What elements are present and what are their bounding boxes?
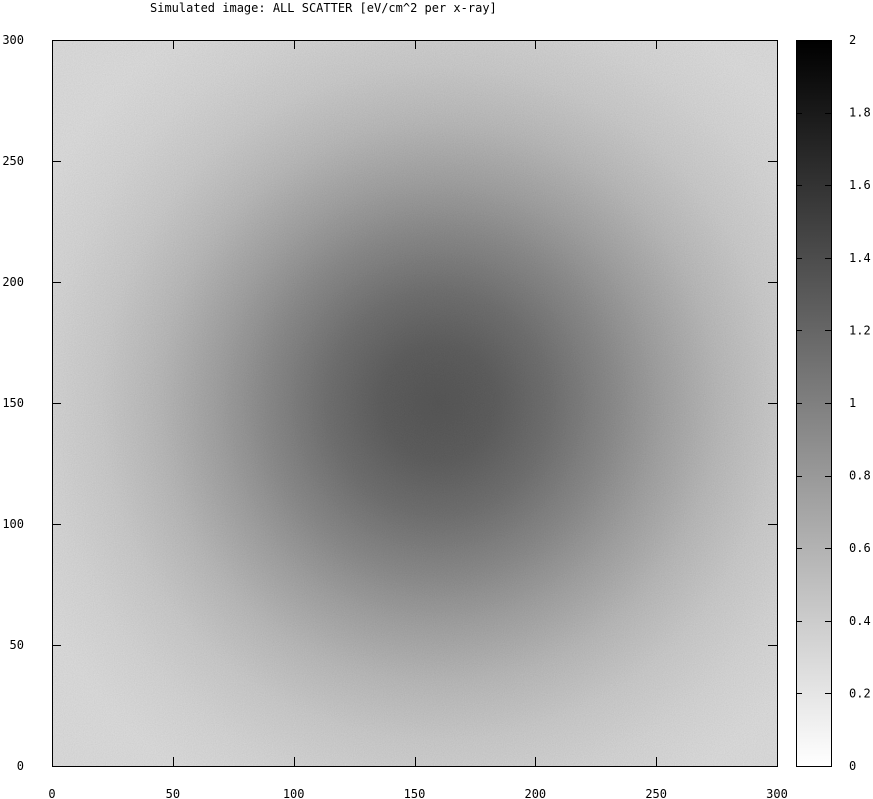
y-tick-label: 50 — [10, 638, 24, 652]
y-tick-label: 300 — [2, 33, 24, 47]
x-axis: 0 50 100 150 200 250 300 — [48, 40, 788, 799]
x-tick-label: 100 — [283, 787, 305, 799]
colorbar-tick-label: 0.2 — [849, 686, 871, 700]
y-tick-label: 100 — [2, 517, 24, 531]
x-tick-label: 250 — [645, 787, 667, 799]
colorbar-tick-label: 0.8 — [849, 469, 871, 483]
colorbar-tick-label: 0 — [849, 759, 856, 773]
colorbar-axis: 0 0.2 0.4 0.6 0.8 1 1.2 1.4 1.6 1.8 2 — [796, 33, 871, 773]
colorbar-tick-label: 2 — [849, 33, 856, 47]
colorbar-tick-label: 1.2 — [849, 323, 871, 337]
colorbar-tick-label: 1.8 — [849, 106, 871, 120]
colorbar-tick-label: 1 — [849, 396, 856, 410]
x-tick-label: 50 — [166, 787, 180, 799]
chart-title: Simulated image: ALL SCATTER [eV/cm^2 pe… — [150, 1, 497, 15]
x-tick-label: 150 — [404, 787, 426, 799]
y-tick-label: 0 — [17, 759, 24, 773]
colorbar-tick-label: 1.6 — [849, 178, 871, 192]
y-tick-label: 250 — [2, 154, 24, 168]
y-tick-label: 200 — [2, 275, 24, 289]
scatter-noise — [52, 40, 777, 766]
colorbar-tick-label: 0.4 — [849, 614, 871, 628]
x-tick-label: 0 — [48, 787, 55, 799]
y-axis: 0 50 100 150 200 250 300 — [2, 33, 777, 773]
y-tick-label: 150 — [2, 396, 24, 410]
x-tick-label: 300 — [766, 787, 788, 799]
colorbar-tick-label: 1.4 — [849, 251, 871, 265]
plot-area — [52, 40, 778, 767]
x-tick-label: 200 — [524, 787, 546, 799]
colorbar-tick-label: 0.6 — [849, 541, 871, 555]
